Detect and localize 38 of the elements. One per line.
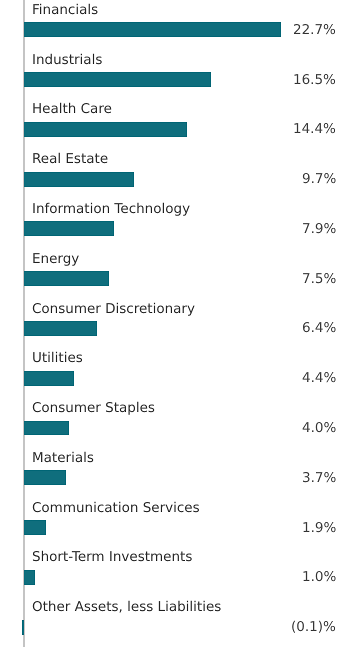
bar <box>24 470 66 485</box>
data-label: 22.7% <box>293 22 336 38</box>
bar <box>24 122 187 137</box>
data-label: 1.9% <box>302 520 336 536</box>
y-tick-label: Materials <box>32 450 94 466</box>
bar <box>24 22 281 37</box>
y-tick-label: Other Assets, less Liabilities <box>32 599 222 615</box>
data-label: 6.4% <box>302 320 336 336</box>
data-label: 9.7% <box>302 171 336 187</box>
bar <box>24 421 69 435</box>
data-label: 4.4% <box>302 370 336 386</box>
y-tick-label: Information Technology <box>32 201 190 217</box>
bar <box>24 570 35 585</box>
y-tick-label: Real Estate <box>32 151 108 167</box>
data-label: 7.9% <box>302 221 336 237</box>
bar <box>24 321 97 336</box>
bar <box>24 520 46 535</box>
y-tick-label: Utilities <box>32 350 83 366</box>
y-tick-label: Health Care <box>32 101 112 117</box>
bar <box>24 221 114 236</box>
data-label: 7.5% <box>302 271 336 287</box>
y-tick-label: Industrials <box>32 52 102 68</box>
y-tick-label: Consumer Staples <box>32 400 155 416</box>
data-label: 3.7% <box>302 470 336 486</box>
bar <box>24 172 134 187</box>
bar <box>24 72 211 87</box>
y-tick-label: Short-Term Investments <box>32 549 192 565</box>
data-label: (0.1)% <box>291 619 336 635</box>
data-label: 4.0% <box>302 420 336 436</box>
bar <box>24 371 74 386</box>
y-tick-label: Energy <box>32 251 80 267</box>
y-tick-label: Communication Services <box>32 500 200 516</box>
data-label: 1.0% <box>302 569 336 585</box>
y-tick-label: Financials <box>32 2 98 18</box>
bar <box>24 271 109 286</box>
y-tick-label: Consumer Discretionary <box>32 301 195 317</box>
data-label: 16.5% <box>293 72 336 88</box>
data-label: 14.4% <box>293 121 336 137</box>
